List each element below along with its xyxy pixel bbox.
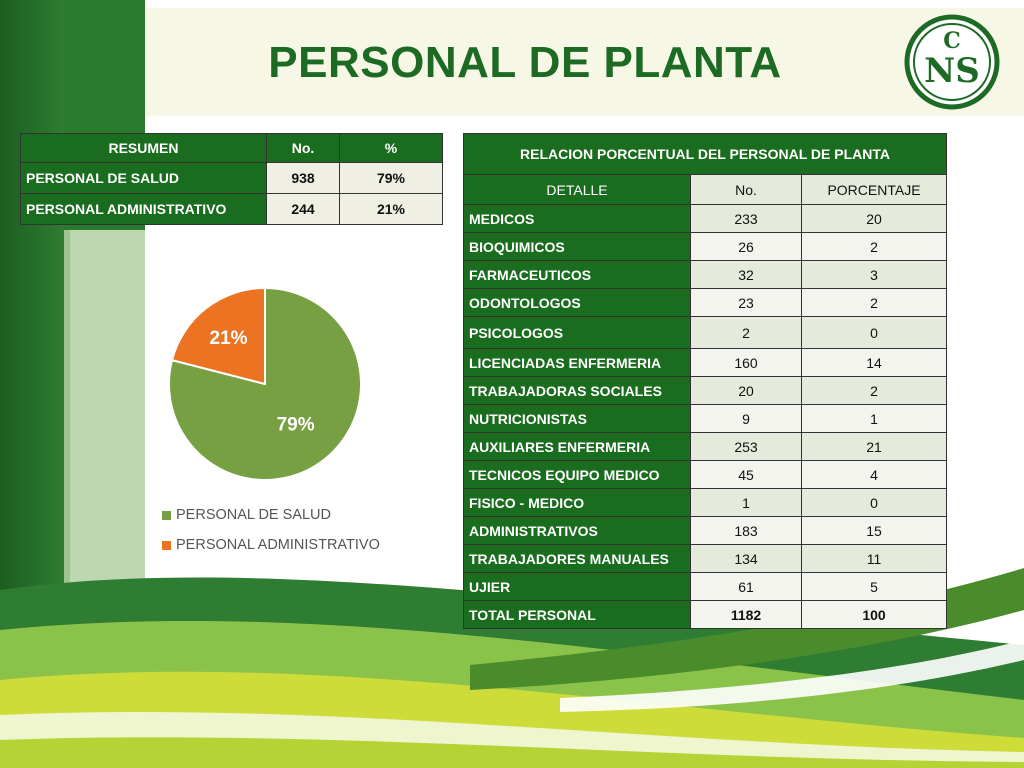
table-row: NUTRICIONISTAS 9 1 <box>463 404 947 433</box>
detail-no: 160 <box>690 348 802 377</box>
total-row: TOTAL PERSONAL 1182 100 <box>463 600 947 629</box>
detail-pct: 3 <box>801 260 947 289</box>
summary-label: PERSONAL DE SALUD <box>20 162 267 194</box>
table-row: AUXILIARES ENFERMERIA 253 21 <box>463 432 947 461</box>
detail-label: NUTRICIONISTAS <box>463 404 691 433</box>
svg-text:C: C <box>943 28 961 54</box>
detail-label: FARMACEUTICOS <box>463 260 691 289</box>
legend-swatch-administrativo <box>162 540 171 550</box>
summary-header-no: No. <box>266 133 340 163</box>
detail-header-no: No. <box>690 174 802 205</box>
detail-label: TRABAJADORAS SOCIALES <box>463 376 691 405</box>
legend-label: PERSONAL DE SALUD <box>176 507 331 523</box>
pie-chart-svg: 79% 21% <box>168 286 362 481</box>
pie-chart: 79% 21% <box>160 280 370 490</box>
summary-header-row: RESUMEN No. % <box>20 133 443 163</box>
detail-pct: 21 <box>801 432 947 461</box>
detail-label: LICENCIADAS ENFERMERIA <box>463 348 691 377</box>
total-pct: 100 <box>801 600 947 629</box>
detail-pct: 20 <box>801 204 947 233</box>
detail-pct: 1 <box>801 404 947 433</box>
detail-no: 1 <box>690 488 802 517</box>
detail-pct: 2 <box>801 232 947 261</box>
table-row: TECNICOS EQUIPO MEDICO 45 4 <box>463 460 947 489</box>
summary-no: 938 <box>266 162 340 194</box>
table-row: MEDICOS 233 20 <box>463 204 947 233</box>
pie-slice-administrativo <box>170 286 266 386</box>
legend-swatch-salud <box>162 510 171 520</box>
detail-no: 9 <box>690 404 802 433</box>
detail-body: MEDICOS 233 20 BIOQUIMICOS 26 2 FARMACEUTICO… <box>463 204 947 629</box>
detail-label: ADMINISTRATIVOS <box>463 516 691 545</box>
detail-pct: 2 <box>801 288 947 317</box>
pie-label-administrativo: 21% <box>210 328 248 349</box>
detail-label: AUXILIARES ENFERMERIA <box>463 432 691 461</box>
detail-label: FISICO - MEDICO <box>463 488 691 517</box>
title-band <box>145 8 1024 116</box>
detail-label: BIOQUIMICOS <box>463 232 691 261</box>
detail-no: 32 <box>690 260 802 289</box>
detail-pct: 5 <box>801 572 947 601</box>
cns-logo-icon: C NS <box>904 14 1000 110</box>
detail-no: 233 <box>690 204 802 233</box>
summary-table: RESUMEN No. % PERSONAL DE SALUD 938 79% … <box>20 133 443 225</box>
table-row: LICENCIADAS ENFERMERIA 160 14 <box>463 348 947 377</box>
table-row: UJIER 61 5 <box>463 572 947 601</box>
detail-label: TECNICOS EQUIPO MEDICO <box>463 460 691 489</box>
summary-header-resumen: RESUMEN <box>20 133 267 163</box>
detail-table: RELACION PORCENTUAL DEL PERSONAL DE PLAN… <box>463 133 947 629</box>
detail-label: TRABAJADORES MANUALES <box>463 544 691 573</box>
summary-pct: 79% <box>339 162 443 194</box>
table-row: TRABAJADORES MANUALES 134 11 <box>463 544 947 573</box>
detail-pct: 0 <box>801 316 947 349</box>
page-title: PERSONAL DE PLANTA <box>268 38 782 87</box>
detail-no: 253 <box>690 432 802 461</box>
table-row: PERSONAL DE SALUD 938 79% <box>20 162 443 194</box>
legend-item: PERSONAL ADMINISTRATIVO <box>162 530 380 560</box>
table-row: PSICOLOGOS 2 0 <box>463 316 947 349</box>
table-row: PERSONAL ADMINISTRATIVO 244 21% <box>20 193 443 225</box>
detail-pct: 2 <box>801 376 947 405</box>
detail-pct: 4 <box>801 460 947 489</box>
table-row: FISICO - MEDICO 1 0 <box>463 488 947 517</box>
table-row: ADMINISTRATIVOS 183 15 <box>463 516 947 545</box>
detail-label: ODONTOLOGOS <box>463 288 691 317</box>
summary-no: 244 <box>266 193 340 225</box>
detail-label: PSICOLOGOS <box>463 316 691 349</box>
detail-caption: RELACION PORCENTUAL DEL PERSONAL DE PLAN… <box>463 133 947 175</box>
legend-label: PERSONAL ADMINISTRATIVO <box>176 537 380 553</box>
pie-slice-salud <box>168 286 362 481</box>
summary-label: PERSONAL ADMINISTRATIVO <box>20 193 267 225</box>
detail-header-porcentaje: PORCENTAJE <box>801 174 947 205</box>
detail-no: 20 <box>690 376 802 405</box>
detail-no: 2 <box>690 316 802 349</box>
detail-no: 134 <box>690 544 802 573</box>
detail-label: MEDICOS <box>463 204 691 233</box>
table-row: BIOQUIMICOS 26 2 <box>463 232 947 261</box>
chart-legend: PERSONAL DE SALUD PERSONAL ADMINISTRATIV… <box>162 500 380 560</box>
detail-pct: 15 <box>801 516 947 545</box>
svg-text:NS: NS <box>924 51 980 91</box>
detail-pct: 11 <box>801 544 947 573</box>
legend-item: PERSONAL DE SALUD <box>162 500 380 530</box>
table-row: ODONTOLOGOS 23 2 <box>463 288 947 317</box>
detail-pct: 14 <box>801 348 947 377</box>
detail-label: UJIER <box>463 572 691 601</box>
total-no: 1182 <box>690 600 802 629</box>
detail-no: 61 <box>690 572 802 601</box>
table-row: TRABAJADORAS SOCIALES 20 2 <box>463 376 947 405</box>
detail-caption-row: RELACION PORCENTUAL DEL PERSONAL DE PLAN… <box>463 133 947 175</box>
pie-label-salud: 79% <box>277 414 315 435</box>
detail-header-row: DETALLE No. PORCENTAJE <box>463 174 947 205</box>
detail-no: 183 <box>690 516 802 545</box>
detail-no: 26 <box>690 232 802 261</box>
detail-no: 23 <box>690 288 802 317</box>
total-label: TOTAL PERSONAL <box>463 600 691 629</box>
detail-pct: 0 <box>801 488 947 517</box>
detail-header-detalle: DETALLE <box>463 174 691 205</box>
detail-no: 45 <box>690 460 802 489</box>
summary-header-pct: % <box>339 133 443 163</box>
summary-pct: 21% <box>339 193 443 225</box>
table-row: FARMACEUTICOS 32 3 <box>463 260 947 289</box>
